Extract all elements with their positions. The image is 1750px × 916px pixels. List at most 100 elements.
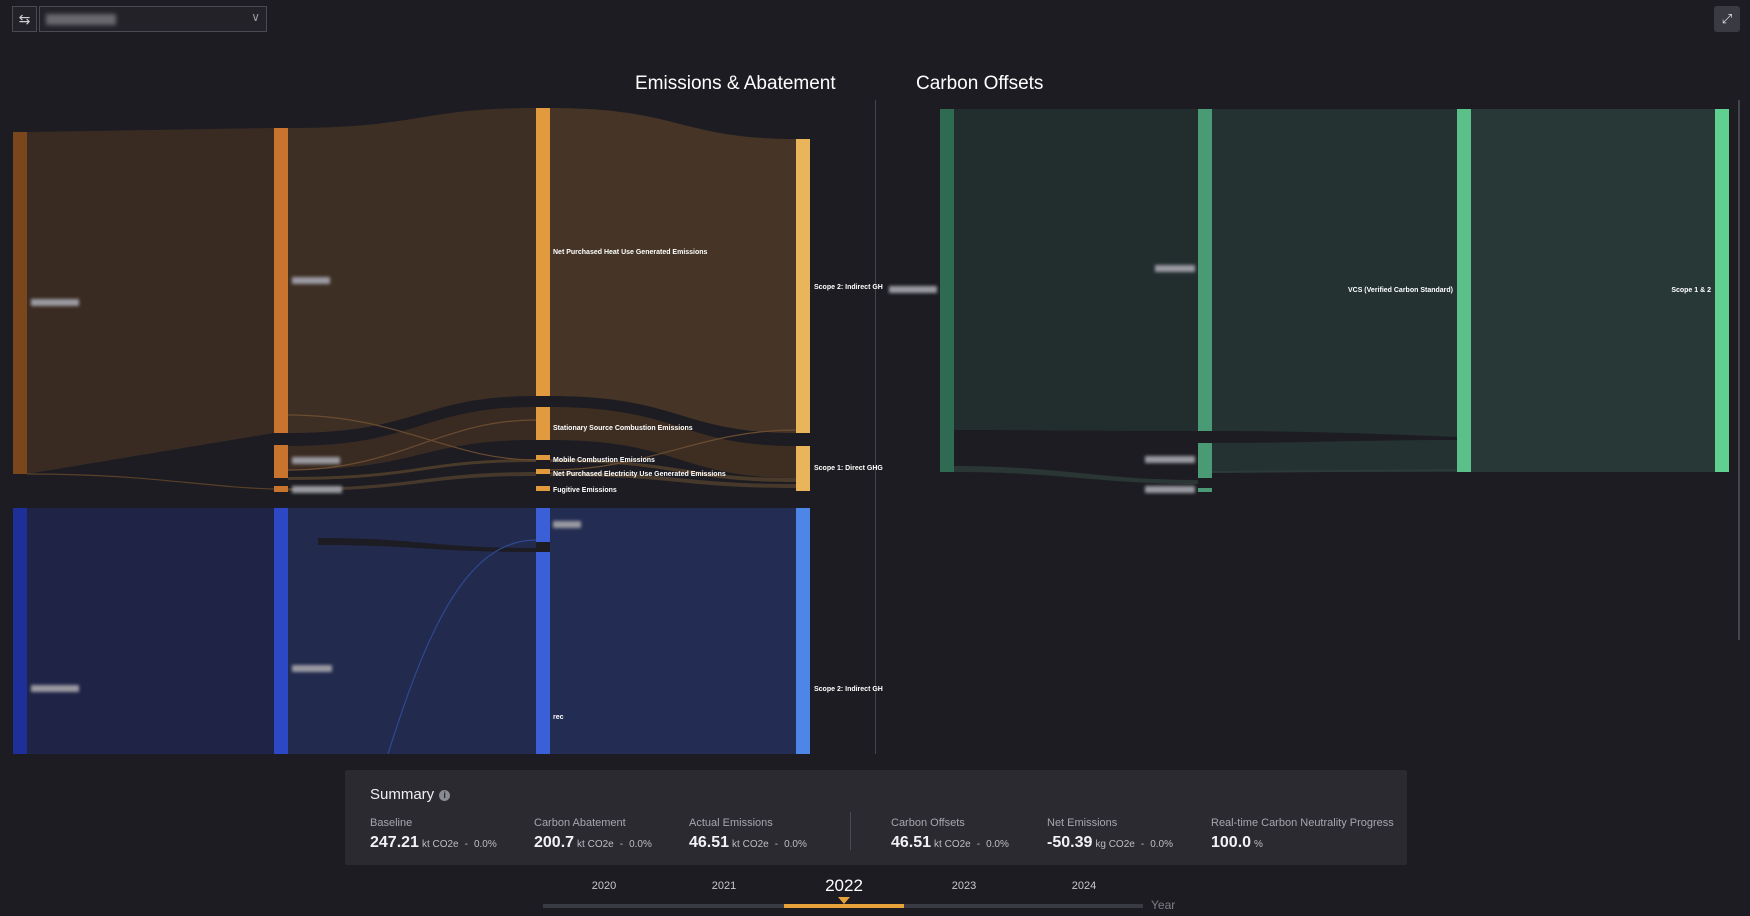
timeline-marker-icon[interactable] (838, 897, 850, 904)
offset-flow-2 (1212, 109, 1457, 472)
offset-node-vcs (1457, 109, 1471, 472)
redacted-label-abatement-mid (292, 665, 332, 672)
redacted-label-offset-source (889, 286, 937, 293)
abatement-flow-gap (318, 538, 536, 552)
year-2021[interactable]: 2021 (711, 880, 737, 892)
info-icon[interactable]: i (439, 790, 451, 801)
abatement-flow-curve (387, 539, 537, 755)
summary-panel: Summary i Baseline 247.21 kt CO2e -0.0% Car… (345, 770, 1407, 865)
metric-value: 200.7 (534, 834, 575, 851)
metric-carbon-abatement: Carbon Abatement 200.7 kt CO2e -0.0% (534, 817, 652, 852)
timeline-selected-segment[interactable] (784, 904, 904, 908)
label-fugitive: Fugitive Emissions (553, 487, 617, 494)
metric-net-emissions: Net Emissions -50.39 kg CO2e -0.0% (1047, 817, 1173, 852)
year-2020[interactable]: 2020 (591, 880, 617, 892)
label-abatement-scope2: Scope 2: Indirect GH (814, 686, 883, 693)
selected-entity-redacted (46, 14, 116, 25)
metric-label: Carbon Abatement (534, 817, 626, 829)
node-heat (536, 108, 550, 396)
flow-curve-3 (549, 429, 797, 471)
metric-change: 0.0% (473, 839, 497, 850)
node-mid-lower (274, 445, 288, 478)
redacted-label-abatement-source (31, 685, 79, 692)
sankey-diagrams: Net Purchased Heat Use Generated Emissio… (13, 108, 1729, 755)
metric-change: 0.0% (784, 839, 807, 850)
metric-unit: % (1254, 839, 1263, 850)
timeline-axis-label: Year (1151, 898, 1176, 912)
offset-flow-dark-2 (1212, 431, 1457, 443)
label-scope1: Scope 1: Direct GHG (814, 465, 883, 472)
abatement-flow-3 (550, 508, 796, 754)
redacted-label-abatement-top (553, 521, 581, 528)
abatement-node-source (13, 508, 27, 754)
label-mobile: Mobile Combustion Emissions (553, 457, 655, 464)
offset-flows (954, 109, 1715, 484)
offset-flow-dark-1 (954, 432, 1198, 441)
emissions-flows (26, 108, 797, 491)
flow-small-4 (550, 472, 796, 488)
metric-value: 247.21 (370, 834, 419, 851)
node-source (13, 132, 27, 474)
node-mobile (536, 455, 550, 460)
expand-icon[interactable]: ⤢ (1714, 6, 1740, 32)
year-2024[interactable]: 2024 (1071, 880, 1097, 892)
scrollbar[interactable] (1738, 100, 1740, 640)
abatement-node-top (536, 508, 550, 542)
redacted-labels (31, 265, 1195, 692)
node-fugitive (536, 486, 550, 491)
redacted-label-offset-mid-lower (1145, 456, 1195, 463)
metric-change: 0.0% (629, 839, 652, 850)
metric-unit: kt CO2e (577, 839, 614, 850)
flow-small-2 (550, 459, 796, 482)
label-scope2: Scope 2: Indirect GH (814, 284, 883, 291)
year-timeline: 2020 2021 2022 2023 2024 Year (0, 870, 1750, 916)
metric-label: Carbon Offsets (891, 817, 965, 829)
abatement-node-mid (274, 508, 288, 754)
offset-node-scope12 (1715, 109, 1729, 472)
flow-lower-to-stationary (288, 407, 536, 470)
redacted-label-offset-mid (1155, 265, 1195, 272)
node-scope1 (796, 446, 810, 491)
metric-baseline: Baseline 247.21 kt CO2e -0.0% (370, 817, 497, 852)
year-2023[interactable]: 2023 (951, 880, 977, 892)
metric-value: -50.39 (1047, 834, 1093, 851)
flow-stationary-to-scope1 (550, 407, 796, 478)
abatement-node-rec (536, 552, 550, 754)
summary-title: Summary i (370, 786, 451, 803)
flow-small-1 (288, 459, 536, 480)
flow-heat-to-scope2 (550, 108, 796, 433)
metric-sep: - (619, 839, 624, 850)
metric-label: Real-time Carbon Neutrality Progress (1211, 817, 1394, 829)
redacted-label-mid-lower (292, 457, 340, 464)
label-stationary: Stationary Source Combustion Emissions (553, 425, 693, 432)
metric-value: 100.0 (1211, 834, 1252, 851)
emissions-nodes (13, 108, 810, 492)
metric-change: 0.0% (986, 839, 1009, 850)
flow-curve-4 (26, 473, 275, 490)
node-electricity (536, 469, 550, 474)
flow-curve-2 (287, 419, 537, 471)
swap-arrows-icon[interactable]: ⇆ (12, 6, 37, 32)
abatement-nodes (13, 508, 810, 754)
summary-title-text: Summary (370, 786, 435, 803)
metric-label: Net Emissions (1047, 817, 1118, 829)
year-2022[interactable]: 2022 (825, 876, 863, 895)
metric-actual-emissions: Actual Emissions 46.51 kt CO2e -0.0% (689, 817, 807, 852)
metric-value: 46.51 (689, 834, 730, 851)
label-electricity: Net Purchased Electricity Use Generated … (553, 471, 726, 478)
chevron-down-icon: ∨ (251, 10, 260, 24)
entity-select[interactable]: ∨ (39, 6, 267, 32)
metric-change: 0.0% (1150, 839, 1173, 850)
offset-node-mid (1198, 109, 1212, 431)
offset-flow-3 (1471, 109, 1715, 472)
abatement-flow-1 (27, 508, 274, 754)
flow-mid-to-heat (288, 108, 536, 433)
emissions-title: Emissions & Abatement (635, 73, 836, 94)
metric-unit: kt CO2e (732, 839, 769, 850)
metric-sep: - (774, 839, 779, 850)
label-rec: rec (553, 714, 564, 721)
flow-small-3 (288, 472, 536, 491)
offset-node-mid-lower (1198, 443, 1212, 478)
node-scope2 (796, 139, 810, 433)
redacted-label-offset-mid-small (1145, 486, 1195, 493)
